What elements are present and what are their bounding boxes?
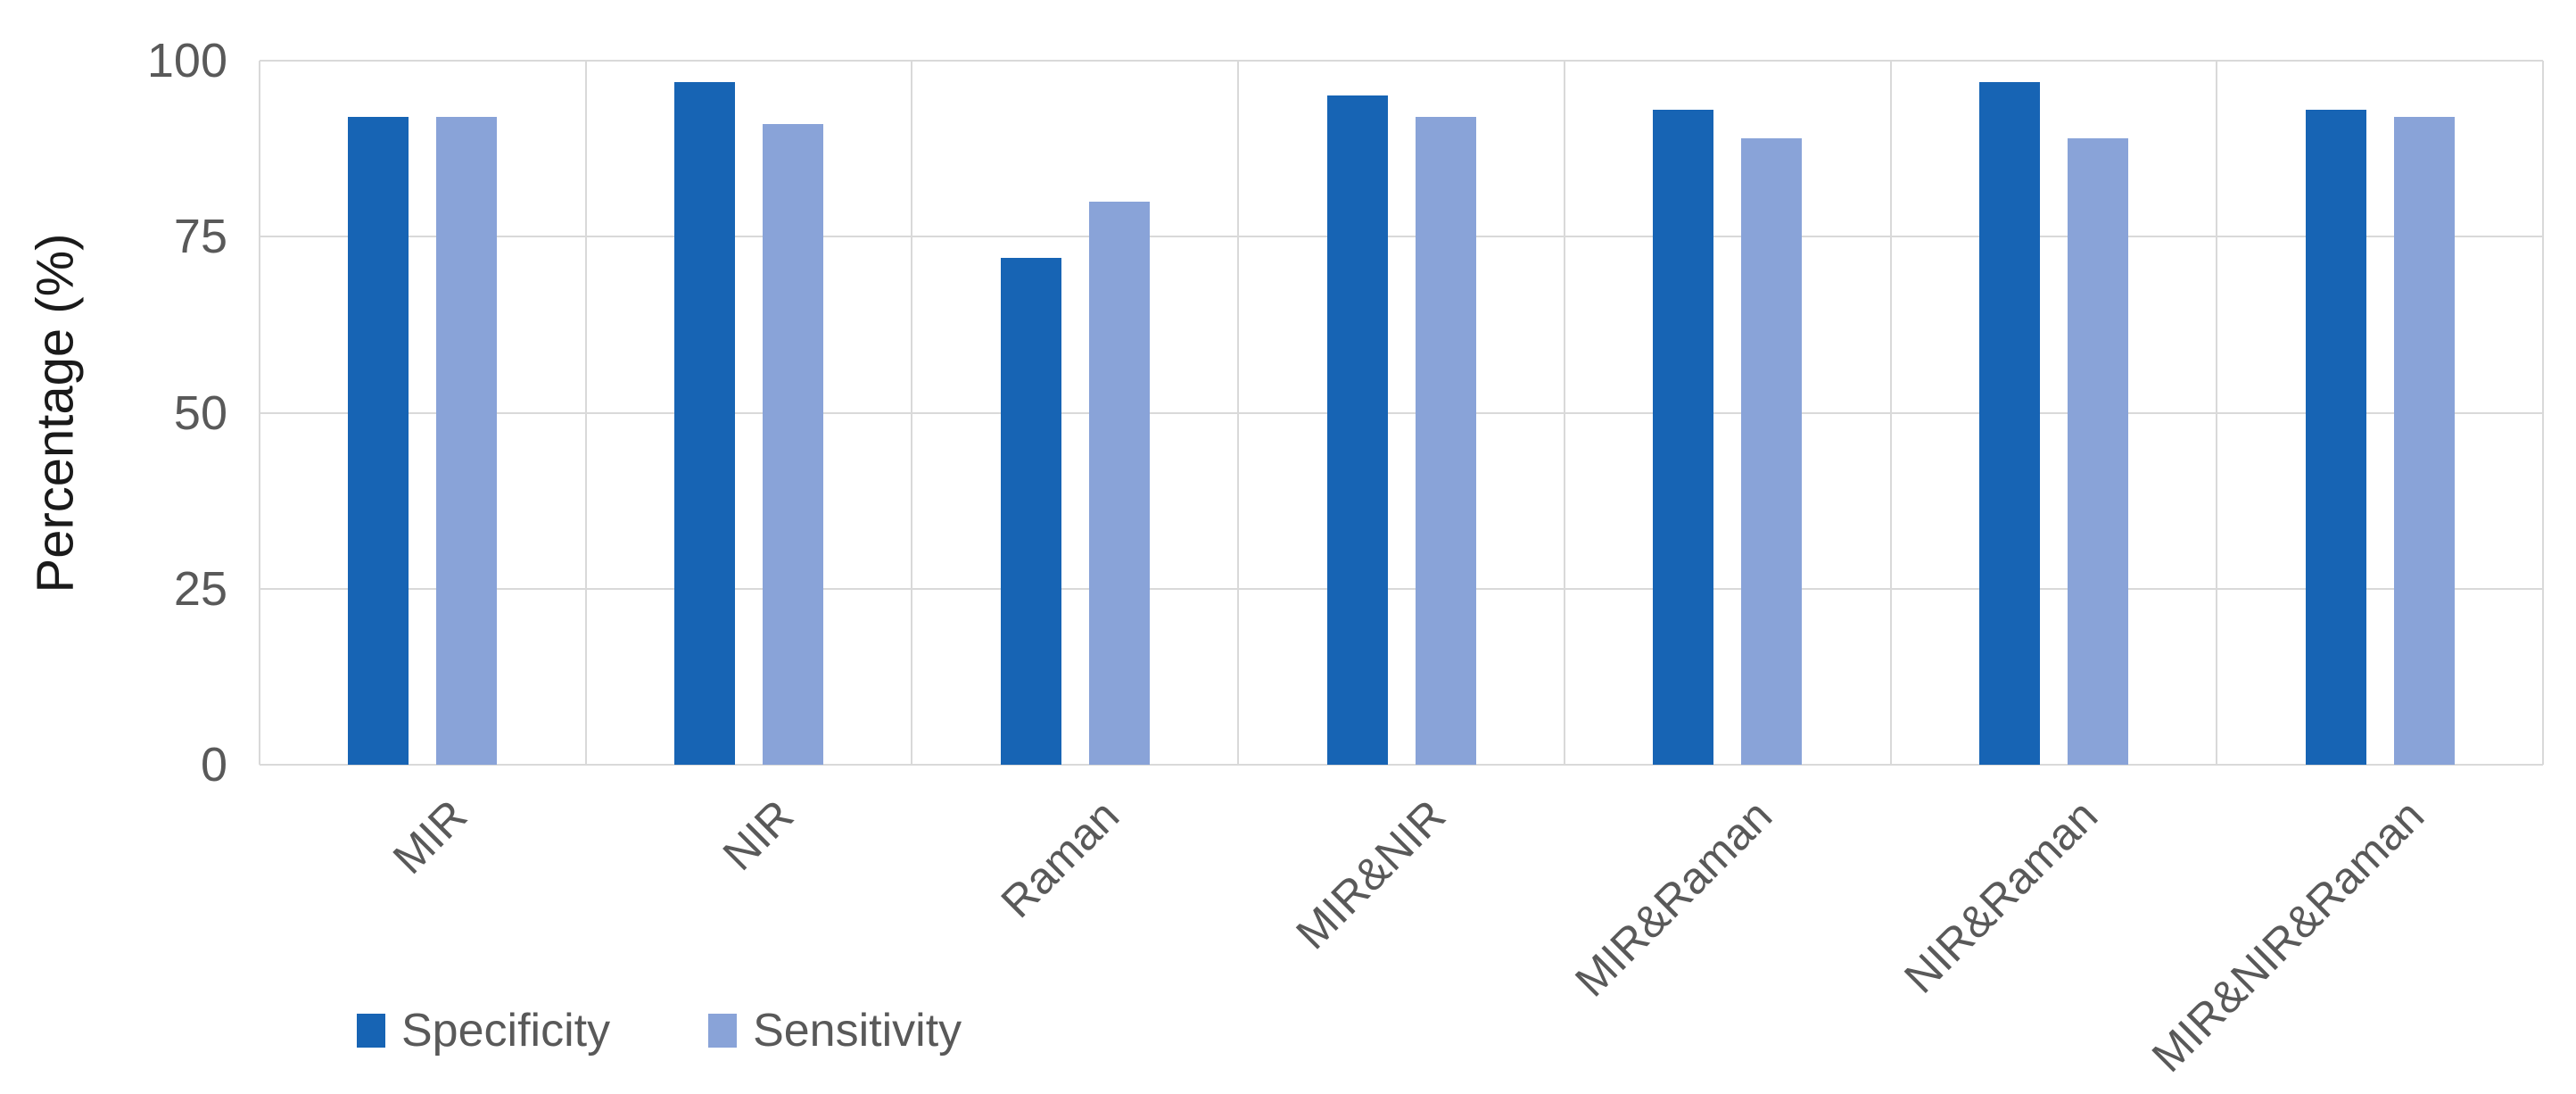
bar-specificity-MIR — [348, 117, 409, 765]
bar-specificity-Raman — [1001, 258, 1061, 765]
bar-sensitivity-MIR — [436, 117, 497, 765]
gridline-v-1 — [585, 61, 587, 765]
y-tick-label-0: 0 — [200, 738, 227, 791]
bar-specificity-MIR&NIR — [1327, 95, 1388, 765]
gridline-v-6 — [2216, 61, 2217, 765]
x-category-label-MIR&Raman: MIR&Raman — [1565, 790, 1782, 1007]
x-category-label-MIR&NIR: MIR&NIR — [1286, 790, 1456, 959]
legend-item-sensitivity: Sensitivity — [708, 1007, 962, 1055]
legend-label-specificity: Specificity — [401, 1005, 611, 1057]
bar-specificity-MIR&NIR&Raman — [2306, 110, 2366, 765]
bar-sensitivity-MIR&NIR — [1416, 117, 1476, 765]
x-category-label-Raman: Raman — [991, 790, 1129, 928]
bar-sensitivity-Raman — [1089, 202, 1150, 765]
bar-sensitivity-MIR&NIR&Raman — [2394, 117, 2455, 765]
legend-item-specificity: Specificity — [357, 1007, 610, 1055]
gridline-h-75 — [260, 236, 2543, 237]
gridline-v-0 — [259, 61, 260, 765]
y-tick-label-50: 50 — [173, 386, 227, 440]
x-category-label-MIR&NIR&Raman: MIR&NIR&Raman — [2142, 790, 2434, 1082]
legend-swatch-sensitivity — [708, 1014, 738, 1048]
gridline-v-2 — [911, 61, 912, 765]
gridline-v-5 — [1890, 61, 1892, 765]
bar-specificity-MIR&Raman — [1653, 110, 1713, 765]
y-tick-label-75: 75 — [173, 210, 227, 263]
gridline-h-50 — [260, 412, 2543, 414]
y-tick-label-100: 100 — [146, 34, 227, 87]
bar-sensitivity-NIR — [763, 124, 823, 765]
gridline-v-3 — [1237, 61, 1239, 765]
plot-area — [259, 60, 2544, 766]
x-category-label-NIR&Raman: NIR&Raman — [1895, 790, 2108, 1003]
bar-specificity-NIR&Raman — [1979, 82, 2040, 765]
gridline-h-25 — [260, 588, 2543, 590]
gridline-v-4 — [1564, 61, 1565, 765]
chart-legend: Specificity Sensitivity — [357, 1007, 962, 1055]
bar-sensitivity-MIR&Raman — [1741, 138, 1802, 765]
x-category-label-NIR: NIR — [713, 790, 804, 881]
gridline-h-0 — [260, 764, 2543, 766]
bar-specificity-NIR — [674, 82, 735, 765]
legend-swatch-specificity — [357, 1014, 385, 1048]
gridline-v-7 — [2542, 61, 2544, 765]
x-category-label-MIR: MIR — [383, 790, 477, 883]
bar-sensitivity-NIR&Raman — [2068, 138, 2128, 765]
y-tick-label-25: 25 — [173, 562, 227, 616]
legend-label-sensitivity: Sensitivity — [753, 1005, 962, 1057]
gridline-h-100 — [260, 60, 2543, 62]
